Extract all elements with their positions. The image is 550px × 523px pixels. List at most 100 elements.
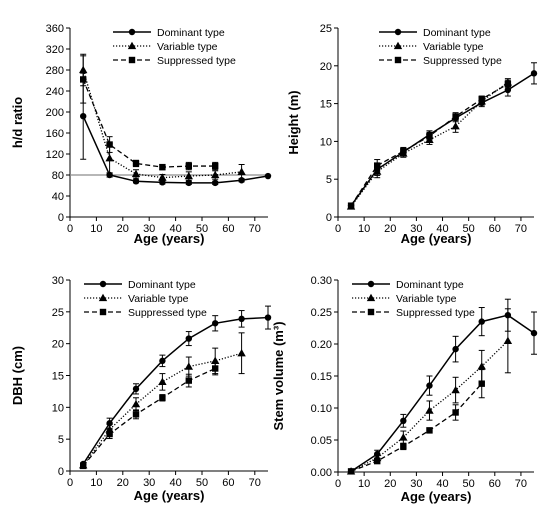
x-tick-label: 60 xyxy=(222,223,234,235)
data-point xyxy=(238,315,245,323)
data-point xyxy=(132,160,140,167)
data-point xyxy=(80,462,87,470)
y-tick-label: 0.30 xyxy=(311,275,332,287)
y-tick-label: 10 xyxy=(320,136,332,148)
legend-entry: Variable type xyxy=(423,41,484,53)
legend-entry: Suppressed type xyxy=(157,55,236,67)
data-point xyxy=(452,345,459,353)
data-point xyxy=(400,443,407,450)
x-tick-label: 50 xyxy=(196,477,208,489)
x-tick-label: 10 xyxy=(90,223,102,235)
series-solid xyxy=(80,72,272,187)
series-line xyxy=(82,69,242,179)
series-line xyxy=(82,316,269,465)
data-point xyxy=(530,70,538,77)
legend-entry: Dominant type xyxy=(396,279,464,291)
legend-entry: Suppressed type xyxy=(128,307,207,319)
legend-entry: Dominant type xyxy=(128,279,196,291)
y-tick-label: 30 xyxy=(52,275,64,287)
series-line xyxy=(82,79,216,168)
data-point xyxy=(212,162,219,170)
y-axis-label: Stem volume (m³) xyxy=(271,321,286,430)
legend: Dominant type Variable type Suppressed typ… xyxy=(352,279,475,319)
series-line xyxy=(82,367,216,467)
data-point xyxy=(158,377,167,386)
legend-marker xyxy=(128,56,136,64)
x-tick-label: 70 xyxy=(515,223,527,235)
legend-entry: Suppressed type xyxy=(396,307,475,319)
data-point xyxy=(347,202,355,209)
y-tick-label: 15 xyxy=(320,99,332,111)
x-tick-label: 40 xyxy=(436,223,448,235)
x-tick-label: 50 xyxy=(463,478,475,490)
x-axis-label: Age (years) xyxy=(134,488,205,503)
x-tick-label: 20 xyxy=(117,477,129,489)
data-point xyxy=(185,377,192,384)
legend-marker xyxy=(366,293,376,302)
data-point xyxy=(132,178,140,185)
series-dashed xyxy=(80,55,219,171)
y-tick-label: 320 xyxy=(46,44,64,56)
x-tick-label: 60 xyxy=(489,223,501,235)
y-tick-label: 120 xyxy=(46,149,64,161)
legend: Dominant type Variable type Suppressed typ… xyxy=(84,279,207,319)
data-point xyxy=(451,385,460,394)
data-point xyxy=(478,380,485,387)
x-tick-label: 30 xyxy=(410,478,422,490)
data-point xyxy=(106,141,113,148)
y-tick-label: 160 xyxy=(46,128,64,140)
data-point xyxy=(478,318,485,325)
data-point xyxy=(426,132,433,140)
data-point xyxy=(105,154,114,162)
y-tick-label: 10 xyxy=(52,402,64,414)
x-tick-label: 40 xyxy=(169,223,181,235)
legend-marker xyxy=(394,28,402,36)
data-point xyxy=(159,394,166,401)
x-tick-label: 20 xyxy=(384,478,396,490)
data-point xyxy=(237,349,246,357)
x-tick-label: 70 xyxy=(515,478,527,490)
y-tick-label: 15 xyxy=(52,371,64,383)
data-point xyxy=(264,314,272,321)
x-tick-label: 20 xyxy=(384,223,396,235)
data-point xyxy=(451,122,460,130)
legend: Dominant type Variable type Suppressed typ… xyxy=(379,27,502,67)
data-point xyxy=(374,162,381,169)
data-point xyxy=(477,362,486,370)
legend-entry: Dominant type xyxy=(423,27,491,39)
x-tick-label: 0 xyxy=(67,477,73,489)
data-point xyxy=(400,417,407,424)
series-dashed xyxy=(80,361,219,470)
x-tick-label: 10 xyxy=(90,477,102,489)
legend-entry: Variable type xyxy=(157,41,218,53)
series-solid xyxy=(347,298,538,475)
data-point xyxy=(80,76,87,83)
x-tick-label: 30 xyxy=(410,223,422,235)
series-line xyxy=(350,314,535,472)
data-point xyxy=(212,320,219,327)
x-tick-label: 0 xyxy=(335,223,341,235)
data-point xyxy=(452,113,459,120)
data-point xyxy=(400,148,407,155)
legend: Dominant type Variable type Suppressed typ… xyxy=(113,27,236,67)
x-tick-label: 50 xyxy=(196,223,208,235)
legend-marker xyxy=(393,41,403,50)
y-tick-label: 0.05 xyxy=(311,435,332,447)
y-tick-label: 0.15 xyxy=(311,371,332,383)
data-point xyxy=(158,173,167,181)
y-tick-label: 360 xyxy=(46,23,64,35)
x-axis-label: Age (years) xyxy=(134,231,205,246)
series-line xyxy=(350,72,535,207)
y-tick-label: 0.10 xyxy=(311,403,332,415)
legend-entry: Variable type xyxy=(128,293,189,305)
data-point xyxy=(374,457,381,465)
data-point xyxy=(426,427,433,434)
y-tick-label: 20 xyxy=(52,339,64,351)
data-point xyxy=(212,365,219,372)
chart-panel-bottom-left: 0 5 10 15 20 25 30 0 10 20 30 40 50 60 70 Age (years) DB… xyxy=(10,275,272,503)
data-point xyxy=(185,179,192,187)
data-point xyxy=(184,362,193,370)
x-tick-label: 0 xyxy=(67,223,73,235)
data-point xyxy=(238,177,245,184)
